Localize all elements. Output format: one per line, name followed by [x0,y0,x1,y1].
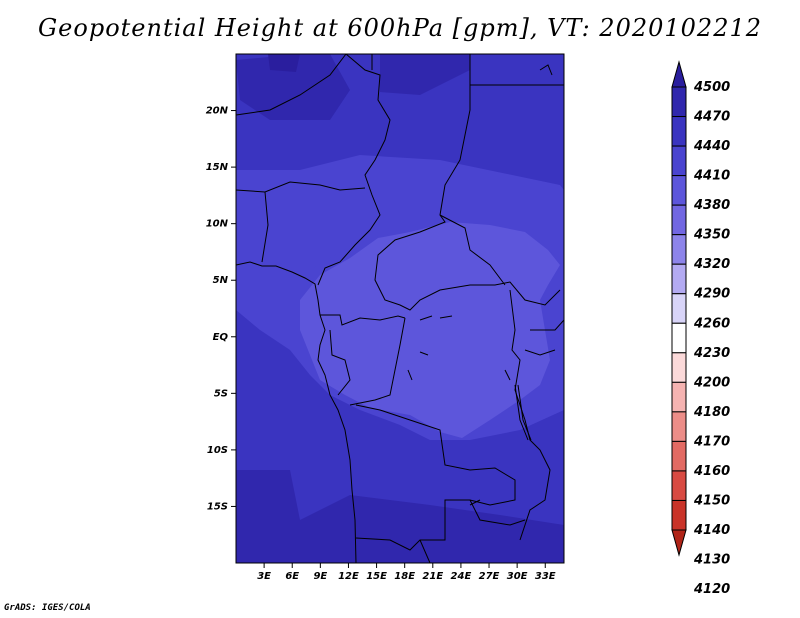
lon-tick-label: 21E [422,571,443,582]
lat-tick-label: 10N [206,219,229,230]
colorbar-swatch [671,234,687,265]
lon-tick-label: 18E [394,571,415,582]
border-angola-zambia [355,404,516,551]
lake-tanganyika [514,384,532,441]
colorbar-level-label: 4410 [693,169,730,184]
colorbar-level-label: 4150 [693,493,730,508]
longitude-ticks: 3E 6E 9E 12E 15E 18E 21E 24E 27E 30E 33E [257,563,556,582]
border-niger-nigeria [236,181,366,193]
lon-tick-label: 24E [451,571,472,582]
coastline-west [236,261,357,563]
lon-tick-label: 30E [507,571,528,582]
lon-tick-label: 6E [285,571,299,582]
colorbar-swatch [671,411,687,442]
colorbar-bottom-arrow [671,529,687,557]
field-4380 [300,222,560,438]
colorbar-swatch [671,499,687,531]
colorbar-swatch [671,145,687,177]
chart-title: Geopotential Height at 600hPa [gpm], VT:… [38,14,762,42]
border-chad-niger [317,54,391,286]
border-chad-sudan [439,214,506,286]
lon-tick-label: 33E [535,571,556,582]
colorbar-level-label: 4180 [693,405,730,420]
coast-northeast [539,64,553,76]
colorbar-level-label: 4200 [693,375,730,390]
lat-tick-label: 5S [214,388,228,399]
lon-tick-label: 3E [257,571,271,582]
border-congo-drc [349,317,406,406]
colorbar-swatch [671,116,687,147]
boundaries [236,54,564,563]
colorbar-swatch [671,381,687,413]
lat-tick-label: 5N [213,275,229,286]
lat-tick-label: 10S [207,445,228,456]
colorbar-level-label: 4320 [693,257,730,272]
colorbar-swatch [671,175,687,206]
colorbar-swatch [671,86,687,118]
footer-credit: GrADS: IGES/COLA [4,603,91,613]
colorbar-level-label: 4440 [693,139,730,154]
colorbar-level-label: 4380 [693,198,730,213]
colorbar: 4500 4470 4440 4410 4380 4350 4320 4290 4260 4230… [671,60,730,597]
lon-tick-label: 27E [479,571,500,582]
colorbar-swatch [671,204,687,236]
lat-tick-label: EQ [213,332,229,343]
field-4500 [268,54,300,72]
colorbar-level-label: 4350 [693,228,730,243]
colorbar-swatch [671,352,687,383]
colorbar-swatch [671,470,687,501]
border-nigeria-benin [261,191,269,263]
colorbar-level-label: 4140 [693,523,730,538]
colorbar-swatch [671,293,687,324]
field-4470-south [236,470,564,563]
colorbar-top-arrow [671,60,687,88]
lakes [407,315,511,506]
colorbar-level-label: 4470 [693,110,730,125]
border-algeria-niger [236,54,347,116]
field-4470-n [380,54,470,95]
lat-tick-label: 15S [207,501,228,512]
border-southern [419,499,526,563]
colorbar-level-label: 4120 [693,582,730,597]
colorbar-swatch [671,440,687,472]
border-sudan-car [371,54,561,311]
colorbar-level-label: 4170 [693,434,730,449]
border-gabon-congo [329,329,351,396]
colorbar-level-label: 4160 [693,464,730,479]
border-uganda-kenya [524,319,564,356]
border-cameroon-gabon [320,314,406,326]
colorbar-level-label: 4500 [693,80,730,95]
colorbar-swatch [671,263,687,295]
lat-tick-label: 20N [206,106,229,117]
latitude-ticks: 20N 15N 10N 5N EQ 5S 10S 15S [206,106,236,512]
lon-tick-label: 12E [338,571,359,582]
height-field [236,54,564,563]
colorbar-level-label: 4260 [693,316,730,331]
map-frame [235,53,565,564]
colorbar-swatch [671,322,687,354]
lat-tick-label: 15N [206,162,229,173]
colorbar-level-label: 4290 [693,287,730,302]
lon-tick-label: 15E [366,571,387,582]
field-4470-nw [236,54,350,120]
colorbar-level-label: 4130 [693,553,730,568]
colorbar-level-label: 4230 [693,346,730,361]
lon-tick-label: 9E [313,571,327,582]
